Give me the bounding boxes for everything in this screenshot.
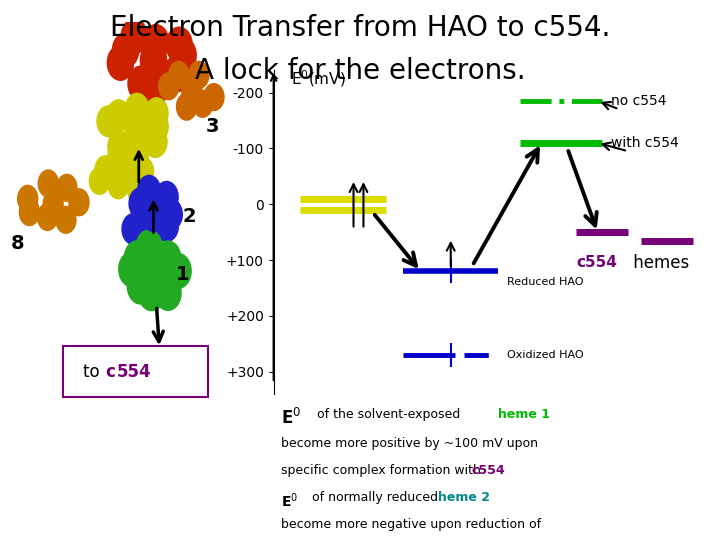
Circle shape <box>123 240 151 276</box>
Circle shape <box>132 157 154 185</box>
Circle shape <box>154 240 181 276</box>
Circle shape <box>141 200 166 232</box>
Text: Electron Transfer from HAO to c554.: Electron Transfer from HAO to c554. <box>110 14 610 42</box>
Circle shape <box>135 229 163 266</box>
Circle shape <box>138 219 163 251</box>
Circle shape <box>121 213 146 245</box>
Text: no c554: no c554 <box>611 94 666 108</box>
Circle shape <box>56 174 78 202</box>
Circle shape <box>107 130 132 163</box>
Text: heme 1: heme 1 <box>498 408 550 421</box>
Text: E$^0$: E$^0$ <box>281 491 298 510</box>
Text: hemes: hemes <box>628 254 689 272</box>
Circle shape <box>107 141 129 169</box>
Circle shape <box>107 45 134 81</box>
Circle shape <box>127 65 155 102</box>
Circle shape <box>42 190 64 219</box>
Text: 554: 554 <box>117 362 151 381</box>
Circle shape <box>203 83 225 111</box>
Text: with c554: with c554 <box>611 136 678 150</box>
Circle shape <box>128 187 153 220</box>
Circle shape <box>161 57 189 93</box>
Circle shape <box>94 155 116 184</box>
Circle shape <box>127 268 154 305</box>
Text: 2: 2 <box>182 206 196 226</box>
Circle shape <box>140 42 167 79</box>
Text: c: c <box>105 362 114 381</box>
Circle shape <box>155 210 179 242</box>
Text: become more negative upon reduction of: become more negative upon reduction of <box>281 518 541 531</box>
Circle shape <box>128 147 149 175</box>
Text: c554: c554 <box>472 464 505 477</box>
Circle shape <box>154 181 179 213</box>
Text: become more positive by ~100 mV upon: become more positive by ~100 mV upon <box>281 437 538 450</box>
Text: to: to <box>83 362 105 381</box>
Circle shape <box>158 72 179 100</box>
Circle shape <box>37 170 59 198</box>
Circle shape <box>127 176 148 204</box>
Circle shape <box>37 203 58 231</box>
Text: of the solvent-exposed: of the solvent-exposed <box>313 408 464 421</box>
Circle shape <box>140 256 167 293</box>
Circle shape <box>142 24 170 60</box>
Text: Oxidized HAO: Oxidized HAO <box>507 350 583 360</box>
Circle shape <box>138 275 166 312</box>
Circle shape <box>181 77 202 106</box>
Text: heme 2: heme 2 <box>438 491 490 504</box>
Circle shape <box>169 37 197 73</box>
Text: specific complex formation with: specific complex formation with <box>281 464 485 477</box>
Circle shape <box>68 188 90 217</box>
Circle shape <box>144 111 169 143</box>
Circle shape <box>113 159 135 187</box>
Circle shape <box>137 175 161 207</box>
Text: E$^0$(mV): E$^0$(mV) <box>291 68 346 89</box>
Text: A lock for the electrons.: A lock for the electrons. <box>194 57 526 85</box>
Text: of normally reduced: of normally reduced <box>308 491 442 504</box>
Circle shape <box>55 206 76 234</box>
Circle shape <box>158 198 183 231</box>
Text: 3: 3 <box>206 117 220 136</box>
Circle shape <box>166 26 193 63</box>
Text: Reduced HAO: Reduced HAO <box>507 278 583 287</box>
Circle shape <box>192 90 213 118</box>
Circle shape <box>125 93 149 125</box>
Circle shape <box>107 99 131 132</box>
Circle shape <box>17 185 38 213</box>
Circle shape <box>176 92 197 121</box>
Text: c554: c554 <box>576 255 617 271</box>
Circle shape <box>124 110 148 143</box>
Circle shape <box>96 105 121 138</box>
Circle shape <box>128 128 153 160</box>
Circle shape <box>144 97 168 130</box>
Text: 8: 8 <box>11 234 24 253</box>
Text: 1: 1 <box>176 265 190 284</box>
Circle shape <box>164 253 192 289</box>
Text: E$^0$: E$^0$ <box>281 408 301 428</box>
Circle shape <box>168 60 189 89</box>
Circle shape <box>107 171 129 199</box>
Circle shape <box>19 198 40 226</box>
Circle shape <box>89 167 110 195</box>
Circle shape <box>143 126 168 158</box>
Circle shape <box>143 69 170 105</box>
Circle shape <box>118 251 145 287</box>
Circle shape <box>188 60 210 89</box>
Circle shape <box>120 18 148 55</box>
Circle shape <box>154 275 181 311</box>
FancyBboxPatch shape <box>63 346 208 397</box>
Circle shape <box>112 32 140 69</box>
